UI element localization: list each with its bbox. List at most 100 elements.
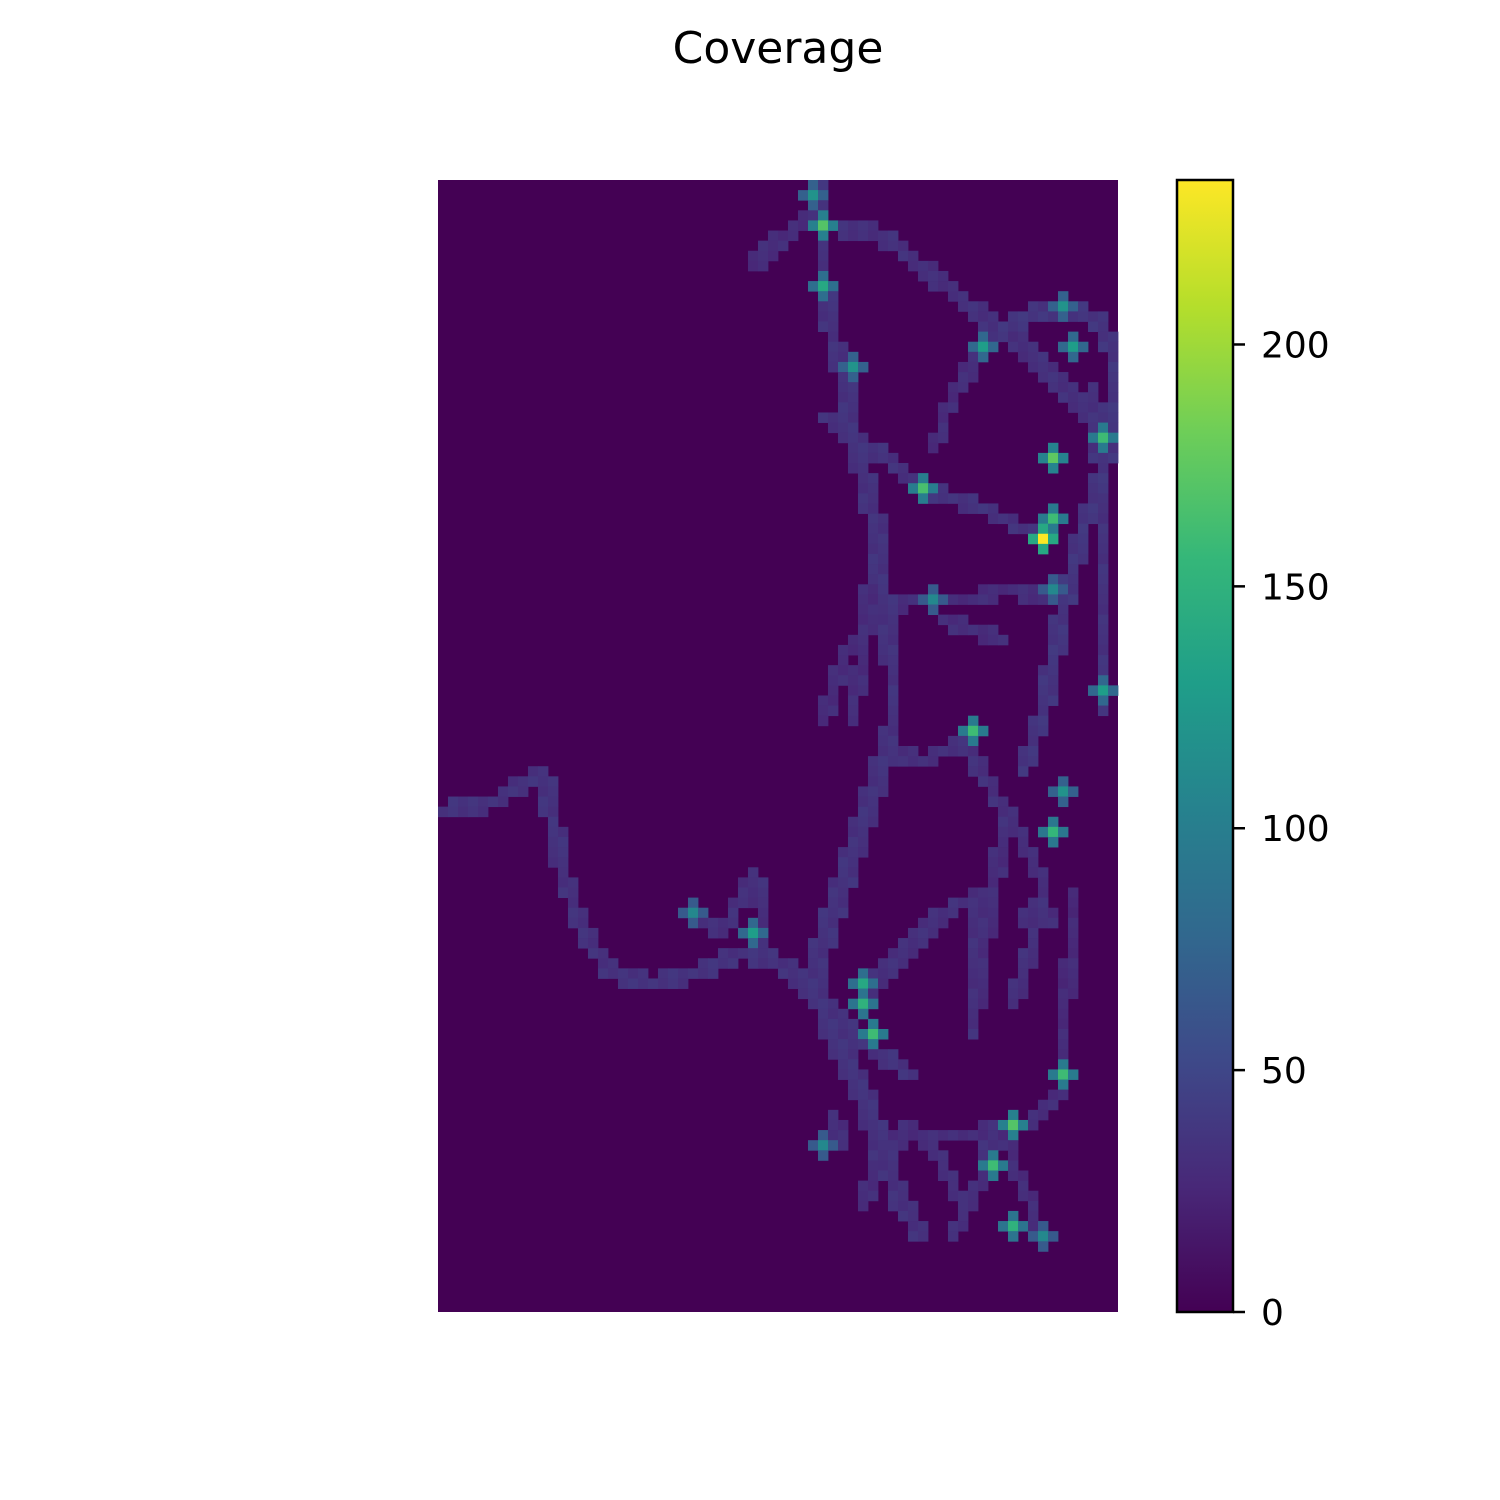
heatmap-cell	[878, 725, 889, 737]
heatmap-cell	[1008, 1130, 1019, 1141]
heatmap-cell	[858, 1089, 869, 1101]
heatmap-cell	[818, 291, 829, 302]
heatmap-cell	[1078, 533, 1089, 545]
heatmap-cell	[928, 917, 939, 929]
heatmap-cell	[1018, 321, 1029, 333]
heatmap-cell	[758, 907, 769, 919]
heatmap-cell	[848, 826, 859, 838]
heatmap-cell	[968, 988, 979, 1000]
heatmap-cell	[818, 1029, 829, 1040]
heatmap-cell	[988, 847, 999, 858]
heatmap-cell	[588, 927, 599, 939]
heatmap-cell	[848, 230, 859, 242]
heatmap-cell	[1088, 483, 1099, 494]
heatmap-cell	[1028, 948, 1039, 959]
heatmap-cell	[858, 503, 869, 514]
heatmap-cell	[838, 655, 849, 666]
heatmap-cell	[1048, 574, 1059, 585]
heatmap-cell	[468, 806, 479, 818]
heatmap-cell	[888, 614, 899, 626]
heatmap-cell	[988, 776, 999, 787]
heatmap-cell	[828, 361, 839, 373]
heatmap-cell	[1038, 1221, 1049, 1232]
heatmap-cell	[1008, 978, 1019, 989]
heatmap-cell	[958, 1221, 969, 1232]
heatmap-cell	[888, 1059, 899, 1070]
heatmap-cell	[838, 907, 849, 919]
heatmap-cell	[1058, 594, 1069, 605]
heatmap-cell	[848, 836, 859, 848]
heatmap-cell	[1058, 624, 1069, 636]
heatmap-cell	[868, 1119, 879, 1131]
heatmap-cell	[988, 927, 999, 939]
heatmap-cell	[898, 1059, 909, 1070]
heatmap-cell	[928, 1150, 939, 1161]
heatmap-cell	[958, 735, 969, 747]
heatmap-cell	[828, 1109, 839, 1121]
heatmap-cell	[858, 998, 869, 1010]
heatmap-cell	[698, 917, 709, 929]
heatmap-cell	[858, 826, 869, 838]
heatmap-cell	[878, 644, 889, 656]
heatmap-cell	[868, 988, 879, 1000]
heatmap-cell	[718, 927, 729, 939]
heatmap-cell	[438, 806, 449, 818]
heatmap-cell	[868, 968, 879, 979]
heatmap-cell	[908, 927, 919, 939]
heatmap-cell	[968, 998, 979, 1010]
heatmap-cell	[1038, 1241, 1049, 1252]
heatmap-cell	[858, 988, 869, 1000]
heatmap-cell	[1018, 847, 1029, 858]
heatmap-cell	[1048, 917, 1059, 929]
heatmap-cell	[1058, 584, 1069, 595]
heatmap-cell	[948, 281, 959, 292]
heatmap-cell	[1108, 382, 1119, 393]
heatmap-cell	[1068, 927, 1079, 939]
heatmap-cell	[878, 1130, 889, 1141]
heatmap-cell	[1028, 594, 1039, 605]
heatmap-cell	[1008, 1210, 1019, 1222]
heatmap-cell	[828, 291, 839, 302]
heatmap-cell	[948, 382, 959, 393]
heatmap-cell	[888, 715, 899, 727]
heatmap-cell	[868, 523, 879, 535]
heatmap-cell	[1088, 382, 1099, 393]
heatmap-cell	[1018, 948, 1029, 959]
heatmap-cell	[838, 675, 849, 686]
heatmap-cell	[1098, 412, 1109, 423]
heatmap-cell	[868, 473, 879, 484]
heatmap-cell	[1028, 857, 1039, 868]
heatmap-cell	[838, 1018, 849, 1030]
heatmap-cell	[1048, 463, 1059, 474]
heatmap-cell	[1028, 1231, 1039, 1242]
heatmap-cell	[928, 281, 939, 292]
heatmap-cell	[968, 301, 979, 312]
heatmap-cell	[858, 816, 869, 828]
heatmap-cell	[788, 968, 799, 979]
heatmap-cell	[1088, 311, 1099, 322]
heatmap-cell	[1008, 806, 1019, 818]
heatmap-cell	[1098, 533, 1109, 545]
heatmap-cell	[548, 857, 559, 868]
heatmap-cell	[988, 917, 999, 929]
heatmap-cell	[968, 887, 979, 899]
heatmap-cell	[738, 897, 749, 909]
heatmap-cell	[858, 1099, 869, 1111]
heatmap-cell	[888, 685, 899, 696]
heatmap-cell	[1058, 1059, 1069, 1070]
heatmap-cell	[738, 887, 749, 899]
heatmap-cell	[1018, 1190, 1029, 1202]
heatmap-cell	[1078, 513, 1089, 525]
heatmap-cell	[1098, 675, 1109, 686]
heatmap-cell	[948, 614, 959, 626]
heatmap-cell	[978, 301, 989, 312]
heatmap-cell	[868, 1140, 879, 1151]
heatmap-cell	[818, 1130, 829, 1141]
heatmap-cell	[938, 907, 949, 919]
heatmap-cell	[878, 978, 889, 989]
heatmap-cell	[1048, 523, 1059, 535]
heatmap-cell	[918, 594, 929, 605]
heatmap-cell	[878, 543, 889, 555]
heatmap-cell	[818, 412, 829, 423]
heatmap-cell	[888, 958, 899, 969]
